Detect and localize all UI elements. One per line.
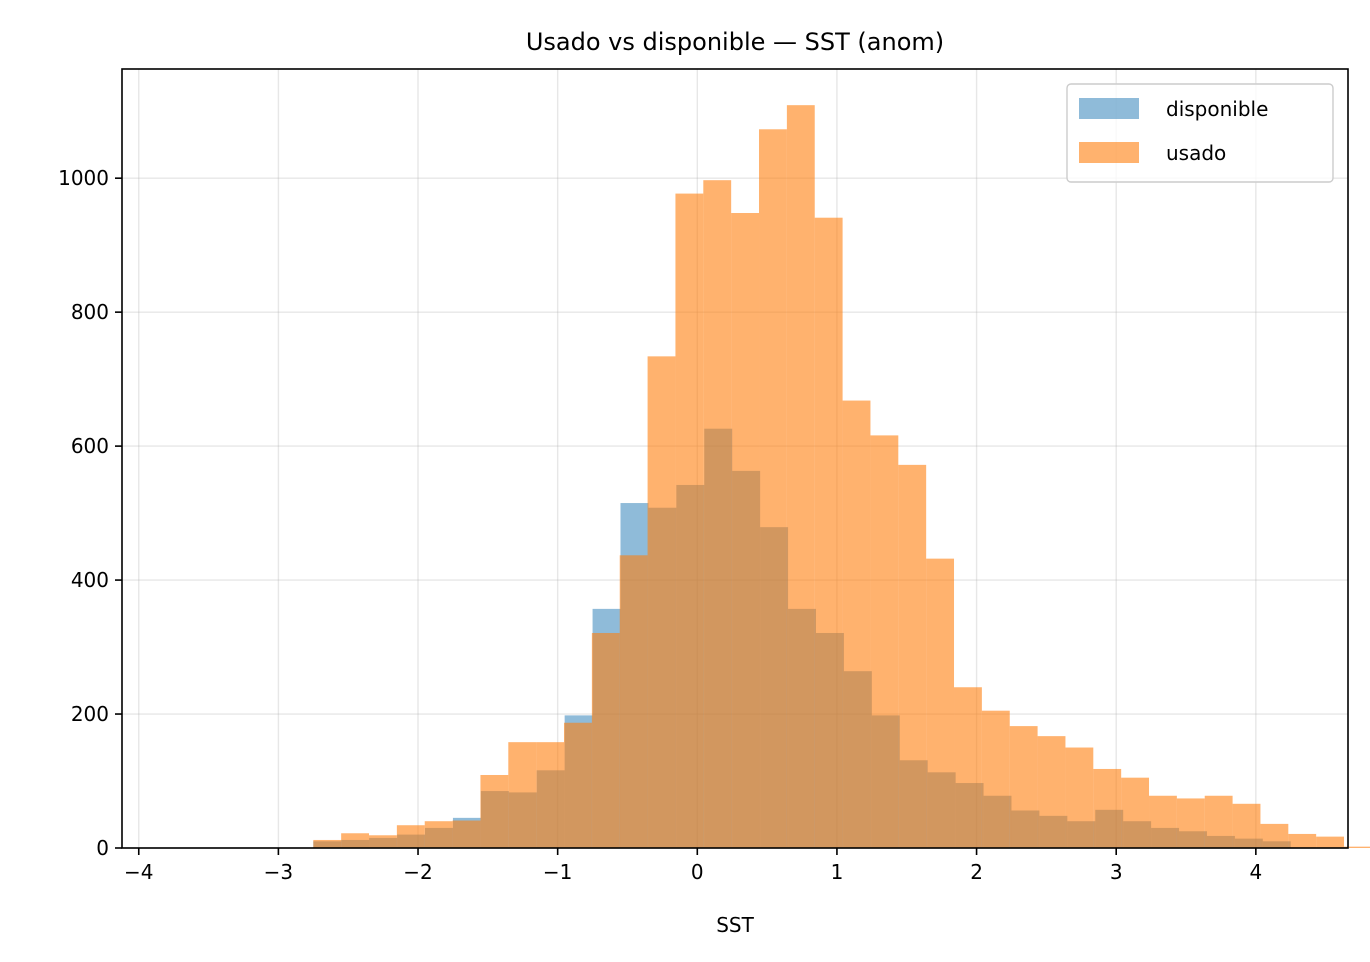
y-tick-label: 400 <box>71 568 109 592</box>
x-tick-label: 3 <box>1110 860 1123 884</box>
bar-usado <box>647 356 676 848</box>
y-tick-label: 600 <box>71 434 109 458</box>
legend-label-disponible: disponible <box>1166 97 1268 121</box>
bar-usado <box>981 710 1010 848</box>
bar-usado <box>1232 803 1261 848</box>
bar-usado <box>396 825 425 848</box>
y-axis-ticks: 0 200 400 600 800 1000 <box>58 166 122 860</box>
series-usado <box>313 105 1370 849</box>
x-tick-label: 0 <box>691 860 704 884</box>
x-tick-label: 2 <box>970 860 983 884</box>
bar-usado <box>452 820 481 848</box>
x-tick-label: −4 <box>124 860 153 884</box>
y-tick-label: 0 <box>96 836 109 860</box>
x-axis-ticks: −4 −3 −2 −1 0 1 2 3 4 <box>124 848 1262 884</box>
bar-usado <box>731 213 760 849</box>
x-tick-label: 4 <box>1249 860 1262 884</box>
x-tick-label: −2 <box>403 860 432 884</box>
bar-usado <box>424 821 453 848</box>
bar-usado <box>369 835 397 848</box>
bar-usado <box>1009 726 1038 848</box>
y-tick-label: 200 <box>71 702 109 726</box>
bar-usado <box>842 400 871 848</box>
legend: disponible usado <box>1066 83 1334 183</box>
bar-usado <box>1288 833 1317 848</box>
bar-usado <box>759 129 787 848</box>
bar-usado <box>1037 736 1066 848</box>
bar-usado <box>1204 795 1233 848</box>
bar-usado <box>480 774 509 848</box>
bar-usado <box>1121 777 1150 848</box>
bar-usado <box>926 558 955 848</box>
x-axis-label: SST <box>716 913 754 937</box>
bar-usado <box>564 722 592 848</box>
legend-label-usado: usado <box>1166 141 1226 165</box>
bar-usado <box>1344 846 1370 848</box>
bar-usado <box>1176 798 1205 848</box>
bar-usado <box>341 833 370 848</box>
x-tick-label: −3 <box>264 860 293 884</box>
bar-usado <box>954 687 982 848</box>
x-tick-label: 1 <box>831 860 844 884</box>
bar-usado <box>786 105 815 849</box>
bar-usado <box>1260 823 1289 848</box>
bar-usado <box>619 555 648 848</box>
bar-usado <box>1316 836 1345 848</box>
bar-usado <box>675 193 704 848</box>
histogram-bars <box>313 105 1370 849</box>
plot-frame <box>121 68 1349 849</box>
bar-usado <box>536 742 565 848</box>
bar-usado <box>1149 795 1177 848</box>
y-tick-label: 800 <box>71 300 109 324</box>
legend-swatch-disponible <box>1079 98 1139 119</box>
bar-usado <box>591 632 620 848</box>
bar-usado <box>313 839 342 848</box>
chart-title: Usado vs disponible — SST (anom) <box>526 28 944 56</box>
bar-usado <box>814 217 843 848</box>
legend-swatch-usado <box>1079 142 1139 163</box>
bar-usado <box>508 742 537 848</box>
bar-usado <box>870 435 899 848</box>
bar-usado <box>898 464 927 848</box>
y-tick-label: 1000 <box>58 166 109 190</box>
x-tick-label: −1 <box>543 860 572 884</box>
bar-usado <box>1093 768 1122 848</box>
bar-usado <box>703 180 732 848</box>
bar-usado <box>1065 747 1094 848</box>
